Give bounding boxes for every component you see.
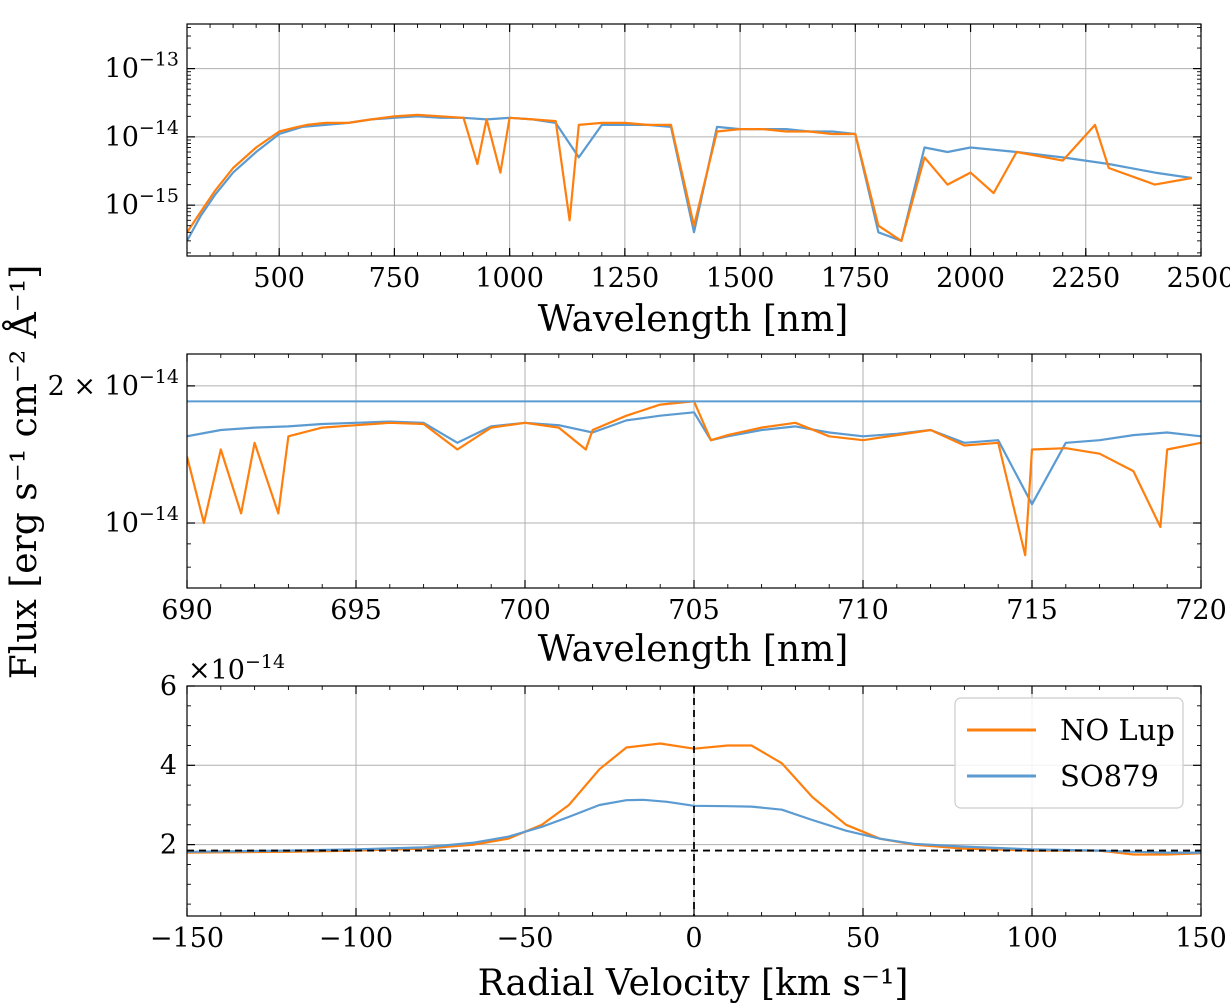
top-x-tick-label: 750: [369, 263, 421, 294]
top-panel-series: [187, 113, 1192, 242]
middle-panel-wavelength-zoom: 690 695 700 705 710 715 720 2 × 10−14 10−14 Wave…: [48, 353, 1227, 670]
top-x-tick-label: 1500: [706, 263, 775, 294]
legend-label-so879: SO879: [1060, 759, 1159, 793]
top-axes-frame: [186, 23, 1202, 257]
shared-y-axis-label: Flux [erg s⁻¹ cm⁻² Å⁻¹]: [3, 265, 45, 679]
top-x-tick-label: 2250: [1051, 263, 1120, 294]
top-panel-grid: [187, 24, 1202, 256]
bottom-panel-series: [187, 686, 1201, 916]
bottom-y-tick-label: 6: [160, 671, 177, 702]
bottom-panel-x-axis-label: Radial Velocity [km s⁻¹]: [478, 963, 909, 1003]
middle-series-so879: [187, 411, 1201, 506]
legend-frame: [954, 697, 1184, 809]
bottom-panel-axes: −150 −100 −50 0 50 100 150 2 4 6: [150, 671, 1227, 954]
middle-x-tick-label: 715: [1006, 595, 1058, 626]
middle-x-tick-label: 700: [499, 595, 551, 626]
middle-axes-frame: [186, 353, 1202, 589]
bottom-x-tick-label: −150: [150, 923, 224, 954]
middle-panel-series: [187, 400, 1201, 557]
top-x-tick-label: 1250: [591, 263, 660, 294]
bottom-axes-frame: [186, 685, 1202, 917]
top-x-tick-label: 1000: [475, 263, 544, 294]
bottom-x-tick-label: 0: [685, 923, 702, 954]
legend: NO Lup SO879: [954, 697, 1184, 809]
bottom-x-tick-label: −100: [319, 923, 393, 954]
middle-x-tick-label: 695: [330, 595, 382, 626]
top-x-tick-label: 2500: [1167, 263, 1230, 294]
top-x-tick-label: 500: [253, 263, 305, 294]
legend-label-no-lup: NO Lup: [1060, 713, 1175, 747]
top-y-tick-label: 10−15: [105, 185, 179, 221]
bottom-x-tick-label: −50: [497, 923, 554, 954]
bottom-y-tick-label: 4: [160, 750, 177, 781]
top-x-tick-label: 2000: [936, 263, 1005, 294]
top-series-so879: [187, 115, 1192, 242]
middle-x-tick-label: 705: [668, 595, 720, 626]
top-y-tick-label: 10−13: [105, 49, 179, 85]
top-panel-x-axis-label: Wavelength [nm]: [538, 299, 849, 340]
top-series-no-lup: [187, 113, 1192, 242]
middle-x-tick-label: 720: [1175, 595, 1227, 626]
bottom-panel-offset-text: ×10−14: [188, 651, 285, 686]
middle-x-tick-label: 690: [161, 595, 213, 626]
bottom-panel-radial-velocity: −150 −100 −50 0 50 100 150 2 4 6 Radial Velocity …: [150, 651, 1227, 1003]
bottom-x-tick-label: 150: [1175, 923, 1227, 954]
top-panel-wavelength-full: 500 750 1000 1250 1500 1750 2000 2250 2500 10−13 1…: [105, 23, 1230, 340]
top-y-tick-label: 10−14: [105, 117, 179, 153]
top-x-tick-label: 1750: [821, 263, 890, 294]
middle-panel-x-axis-label: Wavelength [nm]: [538, 629, 849, 670]
top-panel-axes: 500 750 1000 1250 1500 1750 2000 2250 2500 10−13 1…: [105, 23, 1230, 294]
bottom-y-tick-label: 2: [160, 830, 177, 861]
middle-series-no-lup: [187, 400, 1201, 557]
bottom-series-so879: [187, 798, 1201, 854]
middle-panel-axes: 690 695 700 705 710 715 720 2 × 10−14 10−14: [48, 353, 1227, 626]
middle-x-tick-label: 710: [837, 595, 889, 626]
middle-panel-grid: [186, 354, 1202, 588]
middle-y-tick-label: 10−14: [105, 503, 179, 539]
bottom-x-tick-label: 50: [846, 923, 880, 954]
middle-y-tick-label: 2 × 10−14: [48, 366, 179, 402]
bottom-x-tick-label: 100: [1006, 923, 1058, 954]
